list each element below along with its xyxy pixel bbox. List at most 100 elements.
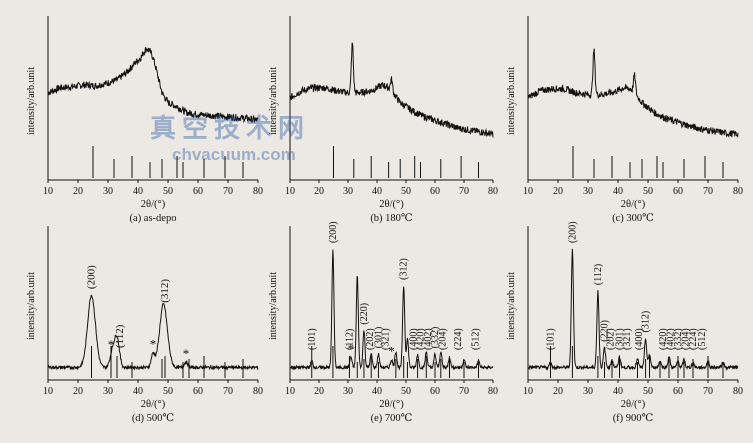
x-tick-label: 10: [285, 186, 295, 197]
peak-label: (200): [567, 221, 578, 243]
x-tick-label: 10: [43, 186, 53, 197]
x-tick-label: 40: [133, 386, 143, 397]
x-tick-label: 50: [401, 386, 411, 397]
peak-label: (220): [359, 303, 370, 325]
peak-label: (204): [681, 328, 692, 350]
peak-label: (200): [86, 265, 98, 289]
x-tick-label: 60: [673, 386, 683, 397]
x-tick-label: 50: [163, 386, 173, 397]
y-axis-label: intensity/arb.unit: [506, 67, 517, 135]
peak-label: (312): [641, 311, 652, 333]
x-tick-label: 80: [733, 186, 743, 197]
peak-label: (112): [114, 324, 126, 348]
panel-c: 10 20 30 40 50 60 70 80 2θ/(°) intensity/arb.unit…: [506, 16, 743, 224]
x-tick-label: 20: [314, 386, 324, 397]
x-tick-label: 40: [372, 186, 382, 197]
x-tick-label: 70: [703, 186, 713, 197]
y-axis-label: intensity/arb.unit: [506, 272, 517, 340]
diffraction-trace: [527, 48, 739, 138]
x-axis-label: 2θ/(°): [141, 399, 166, 410]
panel-caption: (b) 180℃: [370, 213, 413, 224]
panel-caption: (a) as-depo: [130, 213, 177, 224]
peak-label: (112): [344, 329, 355, 350]
peak-label: (402): [666, 328, 677, 350]
peak-label: (400): [634, 328, 645, 350]
x-tick-label: 60: [430, 186, 440, 197]
x-axis-label: 2θ/(°): [379, 399, 404, 410]
x-tick-label: 30: [103, 386, 113, 397]
x-tick-label: 80: [488, 186, 498, 197]
x-tick-label: 30: [103, 186, 113, 197]
x-tick-label: 20: [553, 186, 563, 197]
peak-label: (321): [622, 328, 633, 350]
peak-label: (312): [399, 258, 410, 280]
x-tick-label: 80: [488, 386, 498, 397]
diffraction-trace: [47, 294, 259, 371]
impurity-star: *: [388, 344, 395, 359]
peak-label: (112): [593, 264, 604, 285]
peak-label: (400): [408, 328, 419, 350]
x-axis-label: 2θ/(°): [621, 399, 646, 410]
x-tick-label: 30: [583, 386, 593, 397]
impurity-star: *: [183, 346, 190, 361]
panel-caption: (f) 900℃: [613, 413, 654, 424]
x-tick-label: 60: [430, 386, 440, 397]
y-axis-label: intensity/arb.unit: [268, 67, 279, 135]
x-tick-label: 70: [459, 186, 469, 197]
panel-b: 10 20 30 40 50 60 70 80 2θ/(°) intensity/arb.unit…: [268, 16, 498, 224]
impurity-star: *: [108, 337, 115, 352]
x-tick-label: 20: [553, 386, 563, 397]
panel-f: 10 20 30 40 50 60 70 80 2θ/(°) intensity/arb.unit…: [506, 221, 743, 424]
x-tick-label: 40: [613, 186, 623, 197]
panel-d: 10 20 30 40 50 60 70 80 2θ/(°) intensity/arb.unit…: [26, 226, 263, 424]
x-axis-label: 2θ/(°): [621, 199, 646, 210]
peak-label: (101): [307, 328, 318, 350]
panel-grid: 10 20 30 40 50 60 70 80 2θ/(°) intensity/arb.unit…: [26, 16, 743, 424]
impurity-star: *: [150, 337, 157, 352]
x-tick-label: 20: [73, 386, 83, 397]
x-tick-label: 10: [523, 386, 533, 397]
panel-caption: (e) 700℃: [371, 413, 413, 424]
x-tick-label: 10: [523, 186, 533, 197]
x-tick-label: 30: [343, 186, 353, 197]
panel-caption: (c) 300℃: [612, 213, 654, 224]
y-axis-label: intensity/arb.unit: [26, 67, 37, 135]
x-tick-label: 70: [223, 186, 233, 197]
peak-label: (402): [423, 328, 434, 350]
panel-a: 10 20 30 40 50 60 70 80 2θ/(°) intensity/arb.unit…: [26, 16, 263, 224]
peak-label: (312): [159, 279, 171, 303]
peak-label: (332): [430, 327, 441, 349]
x-tick-label: 60: [193, 186, 203, 197]
diffraction-trace: [47, 47, 259, 124]
peak-label: (301): [615, 328, 626, 350]
peak-label: (220): [600, 320, 611, 342]
peak-label: (512): [697, 328, 708, 350]
panel-e: 10 20 30 40 50 60 70 80 2θ/(°) intensity/arb.unit…: [268, 221, 498, 424]
panel-caption: (d) 500℃: [132, 413, 175, 424]
x-tick-label: 40: [613, 386, 623, 397]
peak-label: (224): [453, 328, 464, 350]
x-tick-label: 20: [314, 186, 324, 197]
peak-label: (224): [688, 328, 699, 350]
peak-label: (332): [673, 328, 684, 350]
x-tick-label: 30: [583, 186, 593, 197]
x-tick-label: 40: [133, 186, 143, 197]
peak-label: (301): [373, 327, 384, 349]
x-tick-label: 70: [223, 386, 233, 397]
x-tick-label: 50: [643, 186, 653, 197]
peak-label: (512): [471, 328, 482, 350]
x-tick-label: 10: [285, 386, 295, 397]
peak-label: (420): [658, 328, 669, 350]
x-tick-label: 80: [253, 186, 263, 197]
y-axis-label: intensity/arb.unit: [268, 272, 279, 340]
x-tick-label: 70: [459, 386, 469, 397]
peak-label: (420): [416, 328, 427, 350]
impurity-star: *: [348, 341, 355, 356]
x-tick-label: 50: [401, 186, 411, 197]
peak-label: (200): [328, 221, 339, 243]
x-axis-label: 2θ/(°): [141, 199, 166, 210]
x-tick-label: 50: [643, 386, 653, 397]
x-tick-label: 30: [343, 386, 353, 397]
peak-label: (204): [437, 328, 448, 350]
